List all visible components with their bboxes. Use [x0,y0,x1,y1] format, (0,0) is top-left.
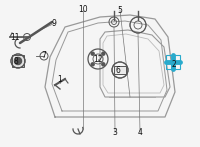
Text: 5: 5 [118,6,122,15]
Text: 2: 2 [172,60,176,69]
Text: 3: 3 [113,128,117,137]
Bar [114,66,126,74]
Text: 7: 7 [42,51,46,60]
Circle shape [91,63,94,66]
Text: 12: 12 [93,55,103,64]
Text: 8: 8 [14,57,18,66]
Text: 10: 10 [78,5,88,14]
Text: 6: 6 [116,66,120,75]
Circle shape [91,52,94,55]
Circle shape [102,63,105,66]
Circle shape [15,58,21,64]
Text: 9: 9 [52,19,56,28]
Circle shape [102,52,105,55]
Text: 11: 11 [10,33,20,42]
Bar [12,55,24,67]
Text: 1: 1 [58,75,62,84]
Text: 4: 4 [138,128,142,137]
Circle shape [14,57,22,65]
Bar [166,55,180,69]
